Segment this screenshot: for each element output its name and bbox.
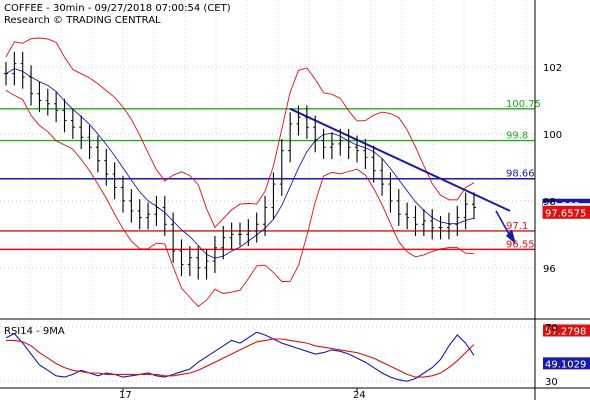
rsi-value-box xyxy=(543,324,590,337)
rsi-value-label: 49.1029 xyxy=(545,359,586,370)
rsi-tick-label: 30 xyxy=(545,377,558,388)
forecast-arrow-head xyxy=(506,229,516,245)
chart-credit: Research © TRADING CENTRAL xyxy=(4,15,161,26)
moving-average xyxy=(5,68,475,259)
price-box xyxy=(542,205,590,219)
chart-title: COFFEE - 30min - 09/27/2018 07:00:54 (CE… xyxy=(4,3,231,14)
price-tick-label: 100 xyxy=(543,130,562,141)
resistance-line-label: 99.8 xyxy=(506,131,528,142)
support-line-label: 97.1 xyxy=(506,221,528,232)
price-labels-layer: 100.7599.898.6697.196.5597.86997.7597.65… xyxy=(506,99,590,370)
price-candles-layer xyxy=(4,51,476,280)
rsi-value-label: 57.2798 xyxy=(545,326,586,337)
price-lines-layer xyxy=(0,37,535,308)
rsi-line xyxy=(5,331,475,382)
rsi-title: RSI14 - 9MA xyxy=(4,326,65,337)
resistance-line-label: 100.75 xyxy=(506,99,541,110)
x-tick-label: 17 xyxy=(119,390,132,400)
support-line-label: 96.55 xyxy=(506,239,535,250)
price-box-label: 97.6575 xyxy=(545,208,586,219)
lower-band xyxy=(5,90,475,308)
price-tick-label: 96 xyxy=(543,264,556,275)
pivot-line-label: 98.66 xyxy=(506,169,535,180)
price-tick-label: 98 xyxy=(543,197,556,208)
x-tick-label: 24 xyxy=(353,390,366,400)
rsi-value-box xyxy=(543,357,590,370)
upper-band xyxy=(5,37,475,229)
price-tick-label: 102 xyxy=(543,63,562,74)
rsi-layer: RSI14 - 9MA xyxy=(0,326,535,382)
rsi-ma-line xyxy=(6,338,475,378)
rsi-tick-label: 70 xyxy=(545,323,558,334)
downtrend-line xyxy=(289,107,511,212)
price-grid-layer xyxy=(0,0,535,318)
